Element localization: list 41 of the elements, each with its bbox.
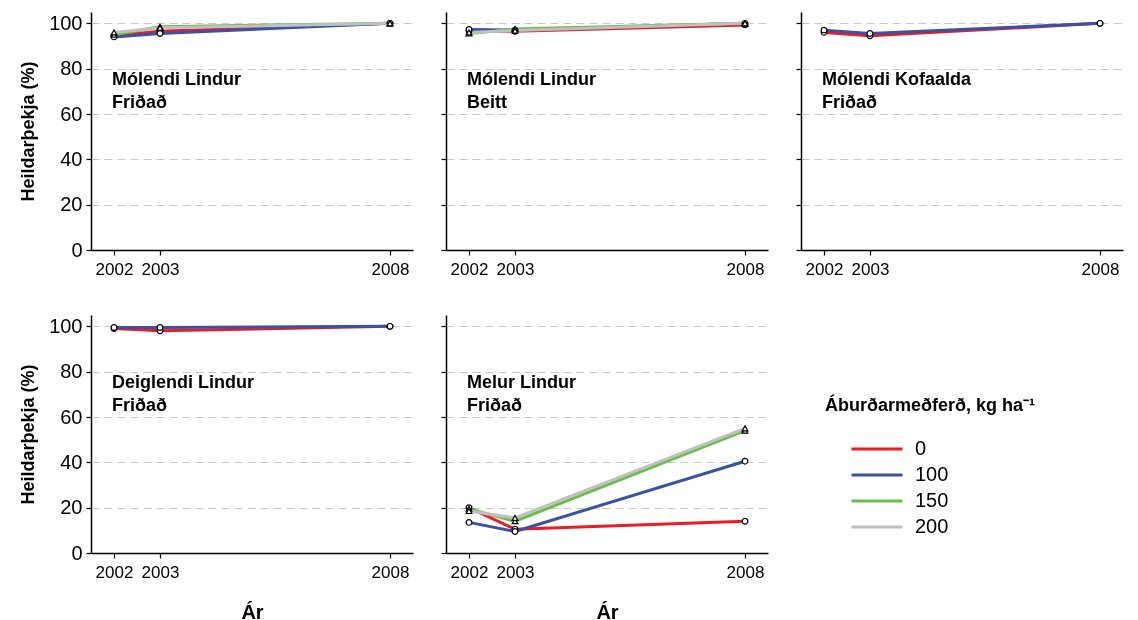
y-tick-label: 80	[60, 57, 83, 80]
y-tick-label: 20	[60, 496, 83, 519]
x-axis-title: Ár	[596, 600, 619, 620]
y-tick-label: 100	[49, 11, 83, 34]
legend-label: 200	[915, 515, 949, 538]
x-axis-title: Ár	[241, 600, 264, 620]
x-tick-label: 2008	[726, 259, 765, 279]
y-axis-title: Heildarþekja (%)	[18, 61, 39, 202]
x-tick-label: 2008	[371, 562, 410, 582]
y-tick-label: 0	[71, 238, 83, 261]
x-tick-label: 2008	[1081, 259, 1120, 279]
x-tick-label: 2003	[496, 259, 535, 279]
x-tick-label: 2003	[141, 259, 180, 279]
x-tick-label: 2008	[371, 259, 410, 279]
y-axis-title: Heildarþekja (%)	[18, 364, 39, 505]
x-tick-label: 2003	[496, 562, 535, 582]
y-tick-label: 100	[49, 314, 83, 337]
y-tick-label: 0	[71, 541, 83, 564]
y-tick-label: 20	[60, 193, 83, 216]
x-tick-label: 2003	[141, 562, 180, 582]
y-tick-label: 40	[60, 147, 83, 170]
x-tick-label: 2002	[450, 259, 489, 279]
legend-label: 0	[915, 437, 927, 460]
x-tick-label: 2002	[95, 259, 134, 279]
x-tick-label: 2002	[450, 562, 489, 582]
annotation: Deiglendi Lindur Friðað	[112, 372, 254, 415]
x-tick-label: 2003	[851, 259, 890, 279]
legend-label: 100	[915, 463, 949, 486]
annotation: Melur Lindur Friðað	[467, 372, 576, 415]
x-tick-label: 2002	[95, 562, 134, 582]
annotation: Mólendi Lindur Friðað	[112, 69, 241, 112]
legend-title: Áburðarmeðferð, kg ha⁻¹	[825, 394, 1036, 416]
annotation: Mólendi Kofaalda Friðað	[822, 69, 972, 112]
annotation: Mólendi Lindur Beitt	[467, 69, 596, 112]
y-tick-label: 80	[60, 360, 83, 383]
x-tick-label: 2002	[805, 259, 844, 279]
legend-label: 150	[915, 489, 949, 512]
y-tick-label: 60	[60, 102, 83, 125]
y-tick-label: 60	[60, 405, 83, 428]
y-tick-label: 40	[60, 450, 83, 473]
x-tick-label: 2008	[726, 562, 765, 582]
